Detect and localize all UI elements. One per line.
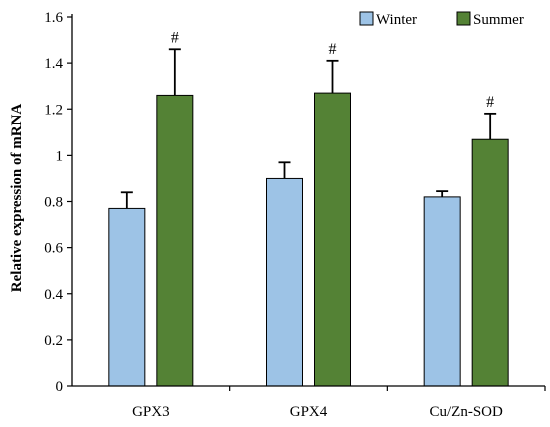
significance-marker: # [486, 94, 494, 111]
y-tick-label: 0.6 [44, 241, 63, 257]
significance-marker: # [329, 41, 337, 58]
bar-summer [314, 92, 351, 387]
y-tick-label: 1.6 [44, 10, 63, 26]
y-tick-label: 1.4 [44, 56, 63, 72]
y-tick-label: 1.2 [44, 102, 63, 118]
legend-swatch [456, 11, 471, 26]
legend-label: Winter [376, 12, 417, 28]
bar-winter [108, 207, 146, 387]
y-axis-title: Relative expression of mRNA [9, 104, 25, 293]
y-tick-label: 0.2 [44, 333, 63, 349]
x-axis: GPX3 GPX4 Cu/Zn-SOD [72, 385, 546, 420]
y-tick-label: 0 [56, 379, 64, 395]
bar-winter [423, 196, 461, 387]
x-tick-label: Cu/Zn-SOD [429, 404, 503, 420]
y-tick-label: 0.8 [44, 195, 63, 211]
legend-swatch [359, 11, 374, 26]
x-tick-label: GPX4 [290, 404, 328, 420]
legend-label: Summer [473, 12, 524, 28]
y-tick-label: 1 [56, 148, 64, 164]
error-bars [120, 48, 497, 209]
bars [108, 92, 509, 387]
significance-marker: # [171, 29, 179, 46]
bar-summer [471, 138, 509, 387]
legend-item-summer: Summer [456, 11, 524, 28]
significance-markers: # # # [171, 29, 494, 111]
y-tick-label: 0.4 [44, 287, 63, 303]
x-tick-label: GPX3 [132, 404, 170, 420]
legend-item-winter: Winter [359, 11, 417, 28]
legend: Winter Summer [359, 11, 524, 28]
y-axis: 0 0.2 0.4 0.6 0.8 1 1.2 1.4 1.6 [44, 10, 73, 395]
bar-summer [156, 94, 194, 387]
bar-winter [266, 177, 303, 387]
